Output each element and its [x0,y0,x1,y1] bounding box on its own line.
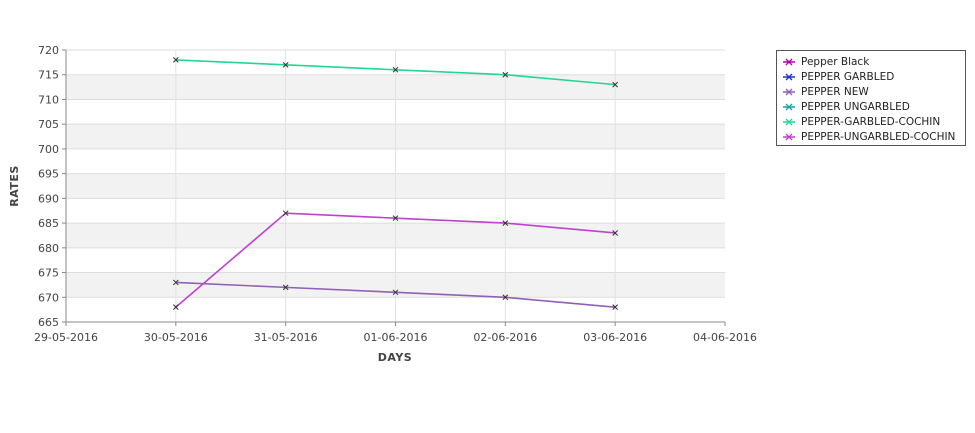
y-tick-label: 670 [38,291,59,304]
data-point [282,210,289,217]
legend-marker-icon [783,56,795,68]
y-tick-label: 685 [38,217,59,230]
x-axis-label: DAYS [378,351,412,364]
y-tick-label: 695 [38,168,59,181]
y-tick-label: 700 [38,143,59,156]
legend-item: PEPPER-GARBLED-COCHIN [783,115,940,129]
y-tick-label: 720 [38,44,59,57]
legend-item: PEPPER GARBLED [783,70,894,84]
legend-label: Pepper Black [801,56,870,68]
legend-item: Pepper Black [783,55,869,69]
data-point [172,279,179,286]
y-tick-label: 690 [38,192,59,205]
legend-label: PEPPER GARBLED [801,71,895,83]
legend: Pepper Black PEPPER GARBLED PEPPER NEW PEPP… [776,50,966,146]
x-tick-label: 29-05-2016 [34,331,98,344]
data-point [392,215,399,221]
legend-item: PEPPER-UNGARBLED-COCHIN [783,130,955,144]
y-axis-label: RATES [8,165,21,207]
x-tick-label: 03-06-2016 [583,331,647,344]
x-tick-label: 02-06-2016 [473,331,537,344]
y-tick-labels: 665 670 675 680 685 690 695 700 705 710 715 720 [38,44,59,329]
legend-item: PEPPER UNGARBLED [783,100,910,114]
legend-marker-icon [783,131,795,143]
legend-label: PEPPER-GARBLED-COCHIN [801,116,941,128]
data-point [612,81,619,88]
axes [62,49,726,326]
data-point [172,57,179,63]
data-point [612,230,619,236]
x-tick-label: 30-05-2016 [144,331,208,344]
legend-marker-icon [783,116,795,128]
legend-label: PEPPER UNGARBLED [801,101,910,113]
legend-label: PEPPER NEW [801,86,869,98]
y-tick-label: 665 [38,316,59,329]
x-tick-label: 01-06-2016 [364,331,428,344]
data-point [502,294,509,301]
y-tick-label: 675 [38,267,59,280]
data-point [282,61,289,68]
data-point [392,289,399,296]
x-tick-label: 31-05-2016 [254,331,318,344]
data-point [392,66,399,73]
x-tick-label: 04-06-2016 [693,331,757,344]
x-tick-labels: 29-05-2016 30-05-2016 31-05-2016 01-06-2016… [34,331,757,344]
legend-item: PEPPER NEW [783,85,869,99]
legend-label: PEPPER-UNGARBLED-COCHIN [801,131,956,143]
legend-marker-icon [783,101,795,113]
series-points [172,57,619,311]
legend-marker-icon [783,71,795,83]
data-point [172,304,179,311]
data-point [502,71,509,78]
y-tick-label: 715 [38,69,59,82]
data-point [282,284,289,291]
y-tick-label: 705 [38,118,59,131]
y-tick-label: 680 [38,242,59,255]
legend-marker-icon [783,86,795,98]
data-point [612,304,619,311]
gridlines [66,49,725,323]
y-tick-label: 710 [38,93,59,106]
data-point [502,220,509,226]
